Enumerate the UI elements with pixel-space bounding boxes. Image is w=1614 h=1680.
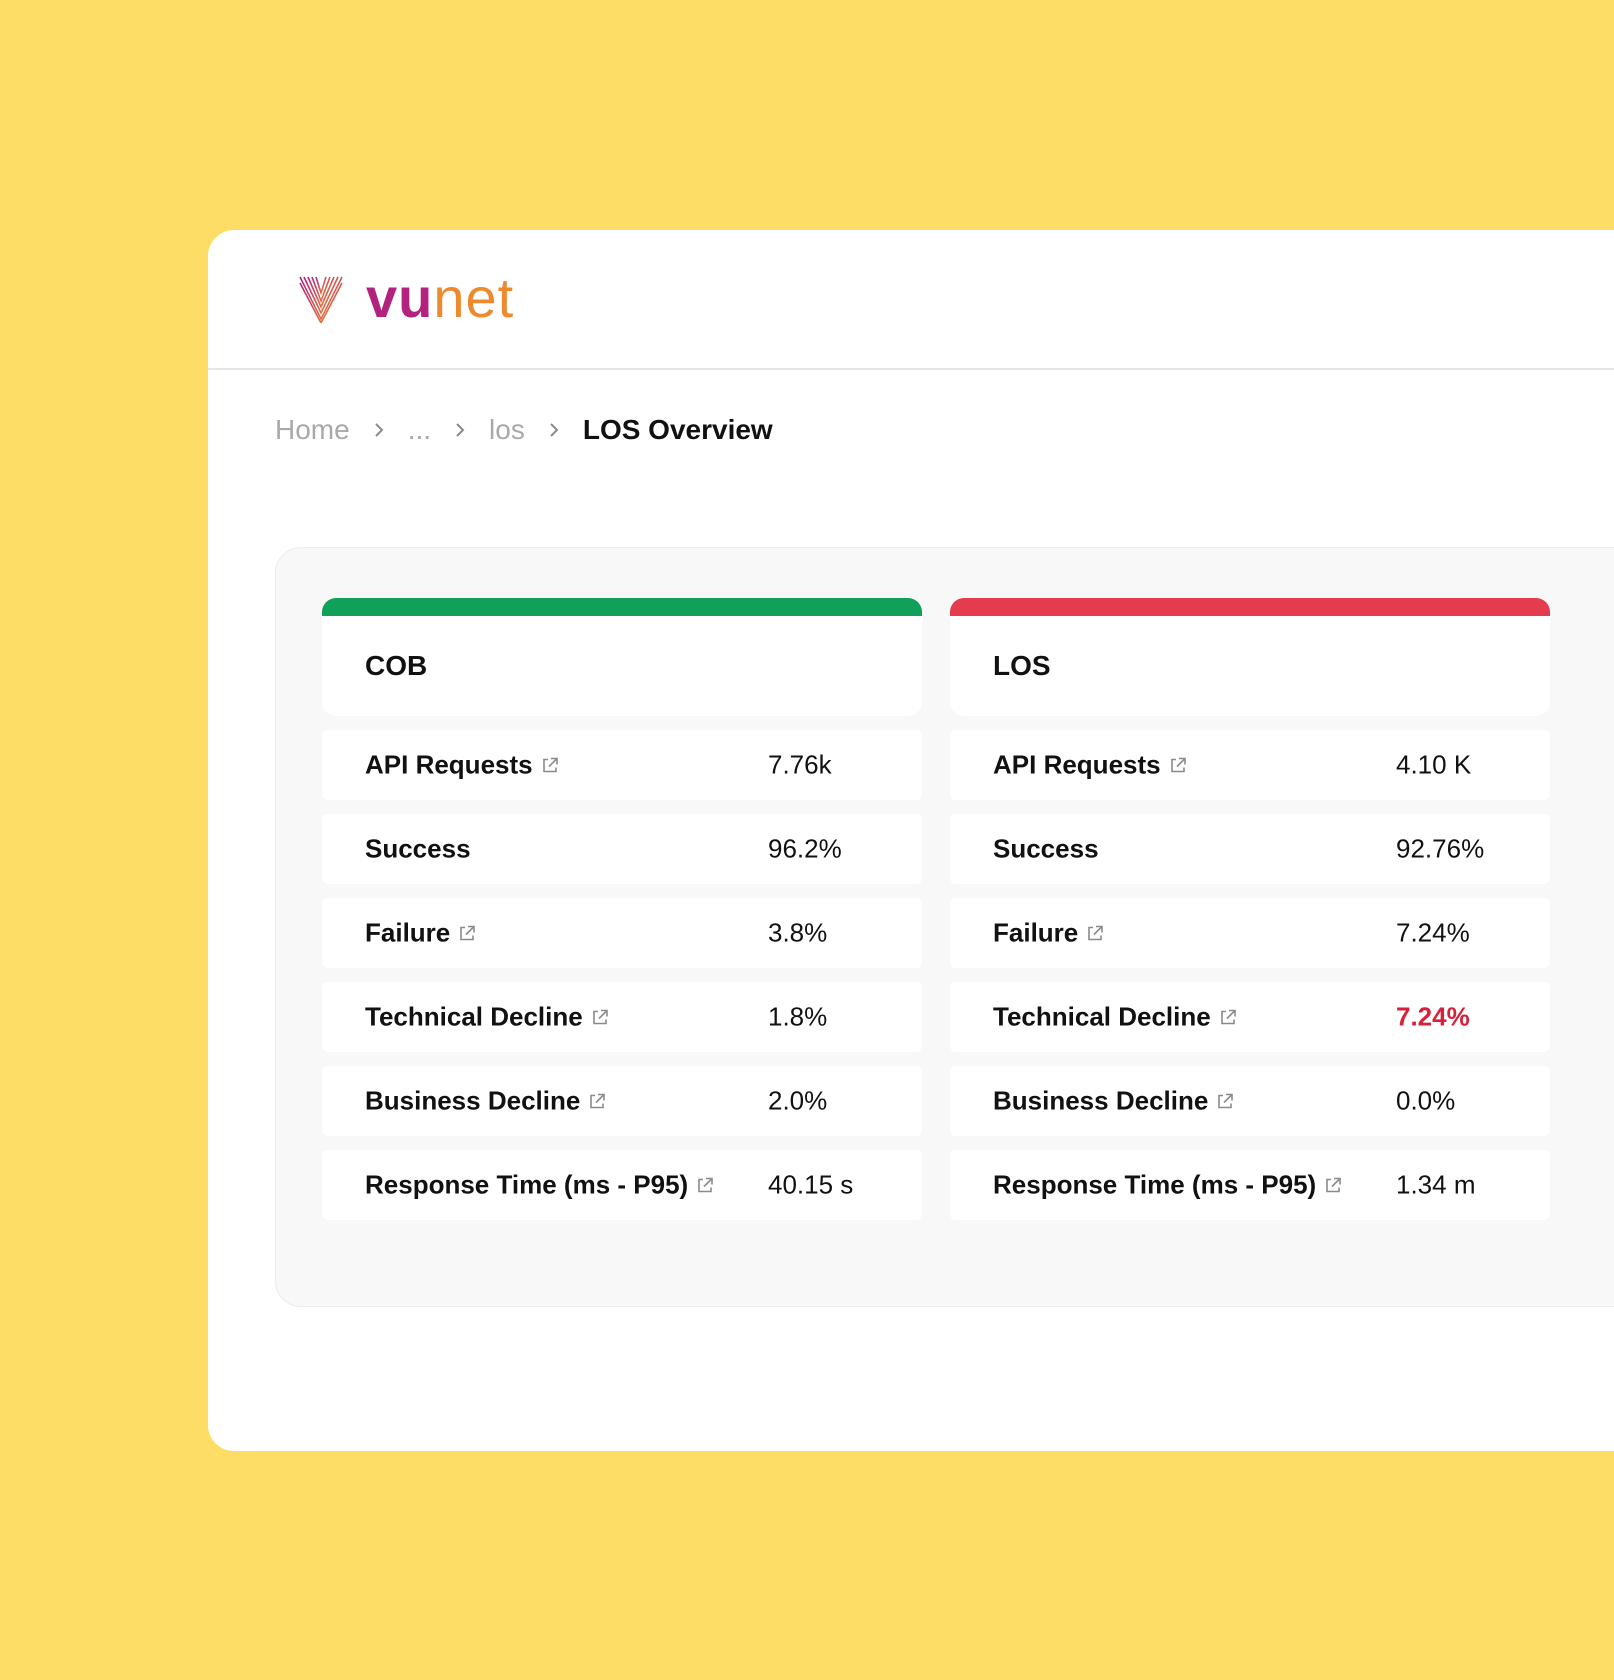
metric-row: Technical Decline 7.24% [950,982,1550,1052]
breadcrumb-ellipsis[interactable]: ... [407,414,432,445]
metric-label-group: Failure [993,918,1104,949]
app-window: vunet Home ... los LOS Overview COB API … [208,230,1614,1451]
metric-label: Success [993,833,1099,864]
metric-row: Response Time (ms - P95) 40.15 s [322,1150,922,1220]
metric-row: Failure 3.8% [322,898,922,968]
metric-label-group: Response Time (ms - P95) [993,1170,1342,1201]
metric-value: 96.2% [768,833,842,864]
metric-label: Business Decline [365,1085,581,1116]
card-header: LOS [950,598,1550,716]
metric-row: API Requests 4.10 K [950,730,1550,800]
chevron-right-icon [372,421,386,439]
breadcrumb-home[interactable]: Home [275,414,350,445]
external-link-icon[interactable] [1086,924,1104,942]
card-header: COB [322,598,922,716]
metric-label: Response Time (ms - P95) [993,1169,1317,1200]
metric-row: Success 96.2% [322,814,922,884]
metric-value: 1.34 m [1396,1169,1476,1200]
metric-value: 7.24% [1396,1001,1470,1032]
metric-label: Failure [365,917,451,948]
brand-wordmark: vunet [366,270,514,326]
metric-row: Response Time (ms - P95) 1.34 m [950,1150,1550,1220]
breadcrumb-current: LOS Overview [582,414,773,445]
status-accent-bar [322,598,922,616]
external-link-icon[interactable] [541,756,559,774]
external-link-icon[interactable] [696,1176,714,1194]
metric-row: Failure 7.24% [950,898,1550,968]
external-link-icon[interactable] [588,1092,606,1110]
metric-label-group: Business Decline [365,1086,606,1117]
metric-label: Success [365,833,471,864]
metric-label-group: API Requests [365,750,559,781]
metric-row: Business Decline 0.0% [950,1066,1550,1136]
status-accent-bar [950,598,1550,616]
service-card-cob: COB API Requests 7.76k Success 96.2% Failure… [322,598,922,1220]
metric-row: Success 92.76% [950,814,1550,884]
metric-label: Failure [993,917,1079,948]
metric-value: 2.0% [768,1085,828,1116]
metric-value: 7.24% [1396,917,1470,948]
metric-value: 92.76% [1396,833,1485,864]
overview-panel: COB API Requests 7.76k Success 96.2% Failure… [275,547,1614,1307]
external-link-icon[interactable] [1324,1176,1342,1194]
chevron-right-icon [547,421,561,439]
external-link-icon[interactable] [1219,1008,1237,1026]
metric-label: Business Decline [993,1085,1209,1116]
metric-label-group: API Requests [993,750,1187,781]
metric-value: 1.8% [768,1001,828,1032]
app-header: vunet [208,230,1614,370]
metric-label: Response Time (ms - P95) [365,1169,689,1200]
metric-label: Technical Decline [993,1001,1211,1032]
brand-wordmark-part1: vu [366,266,434,329]
metric-label-group: Response Time (ms - P95) [365,1170,714,1201]
external-link-icon[interactable] [1216,1092,1234,1110]
metric-label-group: Failure [365,918,476,949]
brand-logo[interactable]: vunet [298,270,514,326]
metric-value: 0.0% [1396,1085,1456,1116]
metric-value: 40.15 s [768,1169,854,1200]
external-link-icon[interactable] [1169,756,1187,774]
metric-value: 7.76k [768,749,832,780]
breadcrumb-los[interactable]: los [489,414,525,445]
metric-label-group: Technical Decline [993,1002,1237,1033]
metric-label-group: Success [993,834,1099,865]
metric-label: API Requests [365,749,533,780]
card-title: COB [365,650,428,681]
metric-label: Technical Decline [365,1001,583,1032]
metric-value: 4.10 K [1396,749,1472,780]
metric-label-group: Success [365,834,471,865]
metric-label-group: Technical Decline [365,1002,609,1033]
metric-label: API Requests [993,749,1161,780]
vunet-logo-icon [299,276,343,323]
metric-row: Technical Decline 1.8% [322,982,922,1052]
chevron-right-icon [453,421,467,439]
external-link-icon[interactable] [458,924,476,942]
metric-label-group: Business Decline [993,1086,1234,1117]
breadcrumb: Home ... los LOS Overview [275,414,773,446]
card-title: LOS [993,650,1051,681]
external-link-icon[interactable] [591,1008,609,1026]
service-card-los: LOS API Requests 4.10 K Success 92.76% Failu… [950,598,1550,1220]
metric-value: 3.8% [768,917,828,948]
metric-row: Business Decline 2.0% [322,1066,922,1136]
metric-row: API Requests 7.76k [322,730,922,800]
brand-wordmark-part2: net [433,266,515,329]
